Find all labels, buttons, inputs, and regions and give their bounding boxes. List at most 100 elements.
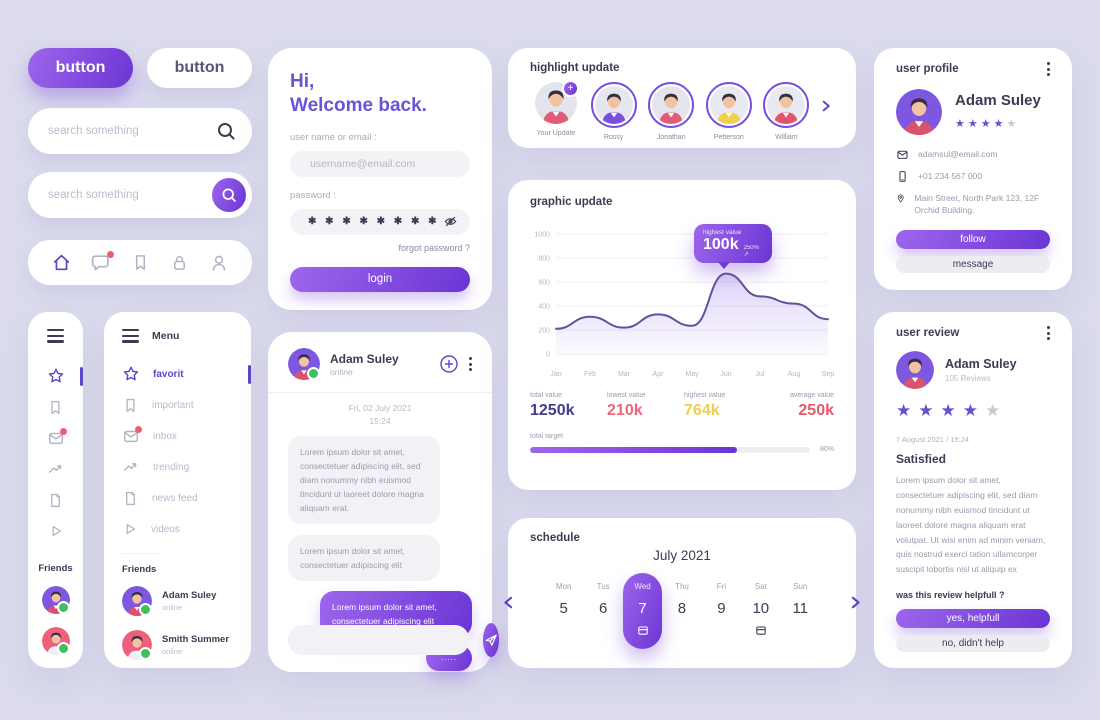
bookmark-icon[interactable] [129,252,151,274]
hamburger-menu-icon[interactable] [122,329,139,343]
home-icon[interactable] [50,252,72,274]
highlight-update-card: highlight update + Your Update Rossy Jon… [508,48,856,148]
friend-row[interactable]: Smith Summer online [122,629,251,660]
active-indicator [79,366,83,386]
review-title: user review [896,327,960,339]
search-input[interactable] [28,188,212,202]
event-calendar-icon [755,624,767,636]
no-help-button[interactable]: no, didn't help [896,635,1050,653]
story-item[interactable]: William [760,82,812,141]
send-button[interactable] [483,623,499,657]
schedule-card: schedule July 2021 Mon 5 Tus 6 Wed 7 Thu 8 F… [504,518,860,668]
profile-email-row[interactable]: adamsul@email.com [896,148,1050,161]
eye-off-icon[interactable] [443,214,458,229]
calendar-day[interactable]: Sun 11 [792,582,809,617]
friend-avatar[interactable] [41,626,70,655]
login-button[interactable]: login [290,266,470,292]
profile-avatar [896,89,942,135]
secondary-button[interactable]: button [147,48,252,88]
line-chart[interactable]: 0 200 400 600 800 1000 Jan Feb Mar Apr May Jun Jul Au… [530,222,834,386]
kebab-menu-icon[interactable] [1047,326,1050,340]
sidebar-item-news-feed[interactable] [28,485,83,516]
kebab-menu-icon[interactable] [469,357,472,371]
sidebar-item-important[interactable]: important [122,390,251,421]
target-progress-bar [530,446,810,453]
search-button[interactable] [212,178,246,212]
yes-helpful-button[interactable]: yes, helpfull [896,609,1050,629]
search-input[interactable] [28,124,216,138]
message-button[interactable]: message [896,255,1050,273]
username-input[interactable] [308,156,458,171]
sidebar-item-videos[interactable]: videos [122,514,251,545]
calendar-day[interactable]: Sat 10 [741,573,780,649]
online-dot [139,602,152,616]
divider [268,392,492,393]
sidebar-item-trending[interactable]: trending [122,452,251,483]
chevron-right-icon[interactable] [847,594,864,616]
calendar-day[interactable]: Tus 6 [596,582,610,617]
star-empty-icon: ★ [1006,118,1017,130]
lock-icon[interactable] [169,252,191,274]
chat-icon[interactable] [90,250,114,274]
target-percent: 80% [819,446,834,453]
active-indicator [247,364,251,384]
chat-message-input[interactable] [288,625,469,655]
sidebar-item-news-feed[interactable]: news feed [122,483,251,514]
search-icon[interactable] [216,121,236,141]
sidebar-item-favorit[interactable]: favorit [122,359,251,390]
profile-address-row[interactable]: Main Street, North Park 123, 12F Orchid … [896,192,1050,217]
sidebar-item-favorit[interactable] [28,361,83,392]
event-calendar-icon [637,624,649,636]
schedule-title: schedule [530,532,580,544]
calendar-day[interactable]: Mon 5 [555,582,572,617]
chat-card: Adam Suley online Fri, 02 July 2021 15:24 … [268,332,499,672]
sidebar-item-videos[interactable] [28,516,83,547]
chart-area: 0 200 400 600 800 1000 Jan Feb Mar Apr May Jun Jul Au… [530,222,834,386]
svg-text:Apr: Apr [653,371,665,378]
chevron-left-icon[interactable] [500,594,517,616]
calendar-day[interactable]: Thu 8 [675,582,689,617]
story-your-update[interactable]: + Your Update [530,80,582,137]
review-date: 7 August 2021 / 15:24 [896,435,969,444]
star-filled-icon: ★ [962,401,978,420]
chat-message-incoming: Lorem ipsum dolor sit amet, consectetuer… [288,435,440,524]
calendar-day[interactable]: Fri 9 [716,582,727,617]
story-item[interactable]: Rossy [588,82,640,141]
kebab-menu-icon[interactable] [1047,62,1050,76]
online-dot [307,367,320,380]
friend-row[interactable]: Adam Suley online [122,585,251,616]
sidebar-item-inbox[interactable]: inbox [122,421,251,452]
story-item[interactable]: Jonathan [645,82,697,141]
chat-contact-status: online [330,366,353,377]
profile-phone-row[interactable]: +01 234 567 000 [896,170,1050,183]
highlight-title: highlight update [530,62,620,74]
chat-contact-name: Adam Suley [330,351,399,366]
story-item[interactable]: Petterson [703,82,755,141]
svg-text:Sep: Sep [822,371,834,378]
friends-header: Friends [38,562,73,574]
primary-button[interactable]: button [28,48,133,88]
add-icon[interactable] [439,354,459,374]
svg-text:400: 400 [538,304,550,311]
friend-avatar[interactable] [41,585,70,614]
hamburger-menu-icon[interactable] [47,329,64,343]
online-dot [139,646,152,660]
chevron-right-icon[interactable] [818,98,834,119]
total-target-label: total target [530,433,564,440]
sidebar-item-important[interactable] [28,392,83,423]
sidebar-item-trending[interactable] [28,454,83,485]
friends-header: Friends [122,563,157,575]
sidebar-item-inbox[interactable] [28,423,83,454]
username-field-wrap [290,150,470,177]
follow-button[interactable]: follow [896,229,1050,249]
svg-text:1000: 1000 [534,232,550,239]
chat-avatar [288,348,320,380]
svg-text:Feb: Feb [584,371,596,378]
user-icon[interactable] [208,252,230,274]
forgot-password-link[interactable]: forgot password ? [398,242,470,253]
password-field-wrap[interactable]: ✱ ✱ ✱ ✱ ✱ ✱ ✱ ✱ [290,208,470,235]
calendar-day-selected[interactable]: Wed 7 [622,573,663,649]
add-story-icon[interactable]: + [562,80,579,97]
search-bar [28,108,252,154]
star-filled-icon: ★ [967,118,978,130]
